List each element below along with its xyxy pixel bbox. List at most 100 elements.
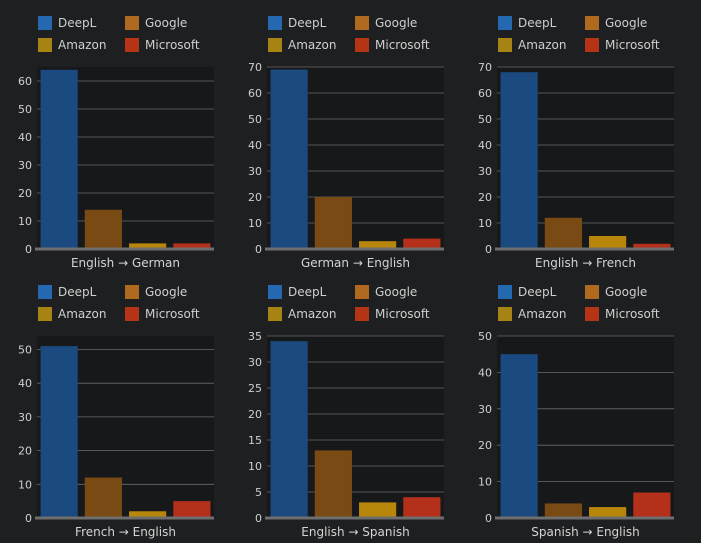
- bar-amazon[interactable]: [359, 241, 397, 249]
- legend-item-deepl[interactable]: DeepL: [498, 284, 556, 300]
- bar-deepl[interactable]: [270, 69, 308, 249]
- legend-swatch: [355, 285, 369, 299]
- y-tick-label: 40: [18, 377, 32, 390]
- bar-amazon[interactable]: [129, 511, 167, 518]
- bar-amazon[interactable]: [589, 507, 627, 518]
- y-tick-label: 15: [248, 434, 262, 447]
- legend-item-google[interactable]: Google: [125, 284, 187, 300]
- legend-item-google[interactable]: Google: [355, 15, 417, 31]
- bar-deepl[interactable]: [500, 354, 538, 518]
- legend-swatch: [585, 307, 599, 321]
- legend-item-amazon[interactable]: Amazon: [498, 37, 567, 53]
- legend-label: Google: [375, 285, 418, 299]
- legend-item-amazon[interactable]: Amazon: [498, 306, 567, 322]
- bar-deepl[interactable]: [40, 346, 78, 518]
- legend-swatch: [585, 285, 599, 299]
- bar-google[interactable]: [314, 197, 352, 249]
- y-tick-label: 30: [18, 159, 32, 172]
- legend-swatch: [268, 285, 282, 299]
- legend-item-google[interactable]: Google: [585, 15, 647, 31]
- legend-swatch: [355, 38, 369, 52]
- bar-google[interactable]: [544, 217, 582, 249]
- bar-microsoft[interactable]: [173, 501, 211, 518]
- legend-item-microsoft[interactable]: Microsoft: [125, 306, 200, 322]
- legend-swatch: [38, 307, 52, 321]
- y-tick-label: 10: [18, 215, 32, 228]
- bar-google[interactable]: [84, 209, 122, 249]
- chart-legend: DeepL Google Amazon Microsoft: [0, 269, 230, 321]
- y-tick-label: 40: [18, 131, 32, 144]
- legend-swatch: [585, 16, 599, 30]
- legend-label: Microsoft: [145, 307, 200, 321]
- legend-swatch: [498, 38, 512, 52]
- y-tick-label: 20: [18, 445, 32, 458]
- legend-label: Microsoft: [605, 307, 660, 321]
- legend-item-deepl[interactable]: DeepL: [268, 15, 326, 31]
- legend-item-microsoft[interactable]: Microsoft: [355, 37, 430, 53]
- bar-microsoft[interactable]: [403, 238, 441, 249]
- bar-chart: 0 5 10 15 20 25 30 35 English → Spanish: [248, 330, 444, 539]
- legend-item-deepl[interactable]: DeepL: [268, 284, 326, 300]
- bar-microsoft[interactable]: [403, 497, 441, 518]
- legend-item-amazon[interactable]: Amazon: [38, 37, 107, 53]
- bar-chart: 0 10 20 30 40 50 60 70 German → English: [248, 61, 444, 270]
- y-tick-label: 20: [18, 187, 32, 200]
- legend-item-google[interactable]: Google: [585, 284, 647, 300]
- legend-item-google[interactable]: Google: [125, 15, 187, 31]
- y-tick-label: 0: [25, 512, 32, 525]
- bar-microsoft[interactable]: [633, 243, 671, 249]
- bar-deepl[interactable]: [40, 69, 78, 249]
- bar-chart: 0 10 20 30 40 50 Spanish → English: [478, 330, 674, 539]
- legend-swatch: [498, 285, 512, 299]
- chart-panel: DeepL Google Amazon Microsoft 0 10 20 30 40 50 Spa…: [460, 269, 690, 539]
- legend-item-amazon[interactable]: Amazon: [268, 306, 337, 322]
- legend-item-deepl[interactable]: DeepL: [38, 15, 96, 31]
- legend-swatch: [498, 16, 512, 30]
- legend-label: DeepL: [58, 285, 97, 299]
- bar-google[interactable]: [544, 503, 582, 518]
- legend-item-microsoft[interactable]: Microsoft: [585, 37, 660, 53]
- legend-item-microsoft[interactable]: Microsoft: [125, 37, 200, 53]
- x-axis-label: French → English: [75, 525, 176, 539]
- legend-label: Google: [145, 16, 188, 30]
- bar-microsoft[interactable]: [633, 492, 671, 518]
- legend-swatch: [38, 285, 52, 299]
- bar-google[interactable]: [84, 477, 122, 518]
- y-tick-label: 30: [478, 403, 492, 416]
- y-tick-label: 50: [478, 113, 492, 126]
- y-tick-label: 10: [478, 476, 492, 489]
- chart-panel: DeepL Google Amazon Microsoft 0 5 10 15 20 25 30 35…: [230, 269, 460, 539]
- y-tick-label: 60: [478, 87, 492, 100]
- legend-item-google[interactable]: Google: [355, 284, 417, 300]
- y-tick-label: 30: [478, 165, 492, 178]
- legend-swatch: [268, 307, 282, 321]
- bar-amazon[interactable]: [589, 236, 627, 249]
- legend-item-microsoft[interactable]: Microsoft: [355, 306, 430, 322]
- y-tick-label: 0: [485, 512, 492, 525]
- y-tick-label: 35: [248, 330, 262, 343]
- legend-swatch: [355, 307, 369, 321]
- y-tick-label: 50: [18, 343, 32, 356]
- y-tick-label: 20: [478, 191, 492, 204]
- bar-microsoft[interactable]: [173, 243, 211, 249]
- legend-swatch: [585, 38, 599, 52]
- legend-item-deepl[interactable]: DeepL: [498, 15, 556, 31]
- bar-deepl[interactable]: [270, 341, 308, 518]
- chart-legend: DeepL Google Amazon Microsoft: [460, 0, 690, 52]
- legend-item-deepl[interactable]: DeepL: [38, 284, 96, 300]
- chart-panel: DeepL Google Amazon Microsoft 0 10 20 30 40 50 Fre…: [0, 269, 230, 539]
- bar-deepl[interactable]: [500, 72, 538, 249]
- y-tick-label: 25: [248, 382, 262, 395]
- legend-item-microsoft[interactable]: Microsoft: [585, 306, 660, 322]
- legend-item-amazon[interactable]: Amazon: [38, 306, 107, 322]
- legend-swatch: [268, 38, 282, 52]
- legend-swatch: [38, 16, 52, 30]
- bar-chart: 0 10 20 30 40 50 60 70 English → French: [478, 61, 674, 270]
- y-tick-label: 0: [255, 243, 262, 256]
- legend-item-amazon[interactable]: Amazon: [268, 37, 337, 53]
- bar-google[interactable]: [314, 450, 352, 518]
- bar-amazon[interactable]: [359, 502, 397, 518]
- y-tick-label: 70: [248, 61, 262, 74]
- y-tick-label: 5: [255, 486, 262, 499]
- bar-amazon[interactable]: [129, 243, 167, 249]
